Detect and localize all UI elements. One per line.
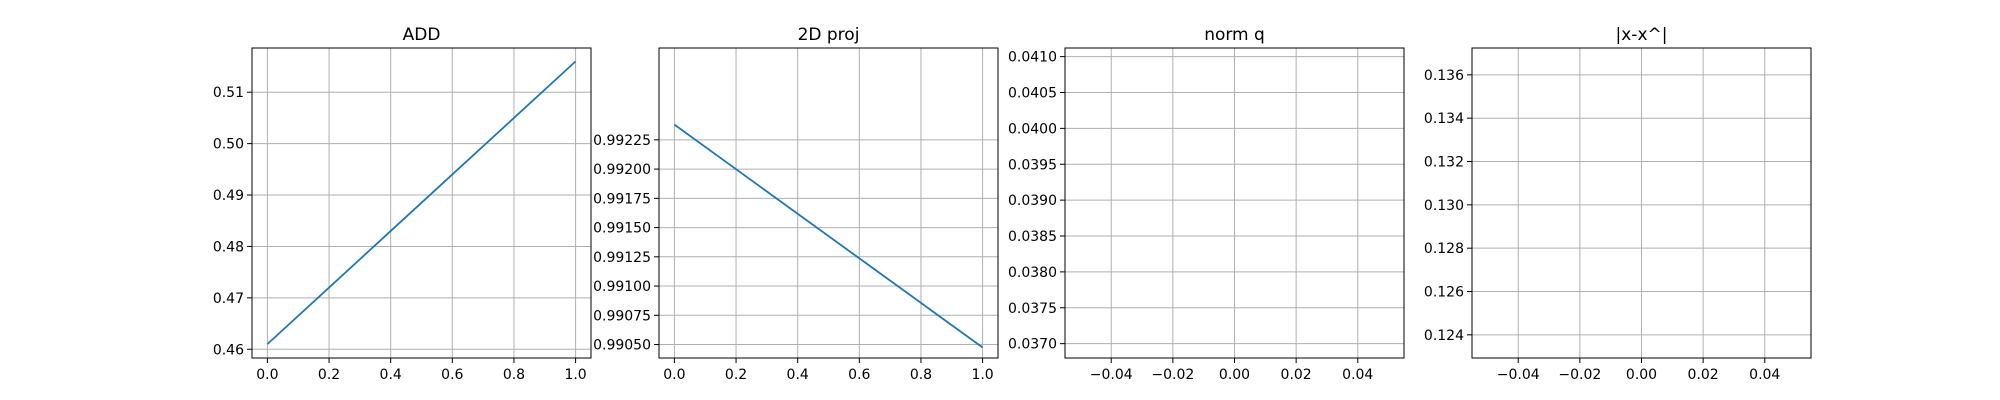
subplot-2-ytick-label: 0.99100 [593, 279, 651, 295]
subplot-1-frame [251, 47, 592, 359]
subplot-1-series-line [266, 60, 577, 345]
subplot-3-ytick-label: 0.0400 [1008, 121, 1057, 137]
subplot-2-xtick-label: 0.6 [848, 367, 870, 383]
subplot-3-frame [1064, 47, 1405, 359]
subplot-2-xtick-label: 0.4 [787, 367, 809, 383]
subplot-2-xtick-label: 0.2 [725, 367, 747, 383]
subplot-1-xtick-label: 1.0 [564, 367, 586, 383]
subplot-3-ytick-label: 0.0405 [1008, 85, 1057, 101]
subplot-3-ytick-label: 0.0385 [1008, 229, 1057, 245]
subplot-4-xtick-label: 0.02 [1688, 367, 1719, 383]
subplot-4-ytick-label: 0.132 [1424, 155, 1464, 171]
subplot-3-ytick-label: 0.0370 [1008, 337, 1057, 353]
subplot-1-xtick-label: 0.6 [441, 367, 463, 383]
subplot-3-ytick-label: 0.0410 [1008, 50, 1057, 66]
subplot-4-ytick-label: 0.128 [1424, 241, 1464, 257]
subplot-4-xtick-label: −0.04 [1497, 367, 1540, 383]
subplot-2-title: 2D proj [798, 25, 860, 45]
subplot-2: 2D proj 0.0 0.2 0.4 0.6 0.8 1.0 0.99050 0.99075 0… [593, 25, 999, 383]
subplot-1-xtick-label: 0.8 [503, 367, 525, 383]
subplot-3-xtick-label: 0.00 [1219, 367, 1250, 383]
subplot-1-ytick-label: 0.48 [213, 239, 244, 255]
subplot-4-xtick-label: 0.00 [1626, 367, 1657, 383]
subplot-4-xtick-label: −0.02 [1558, 367, 1601, 383]
subplot-3-ytick-label: 0.0380 [1008, 265, 1057, 281]
subplot-1-ytick-label: 0.49 [213, 188, 244, 204]
subplot-4-ytick-label: 0.134 [1424, 111, 1464, 127]
subplot-1-ytick-label: 0.50 [213, 137, 244, 153]
subplot-1-title: ADD [403, 25, 441, 45]
subplot-4-ytick-label: 0.136 [1424, 68, 1464, 84]
subplot-1: ADD 0.0 0.2 0.4 0.6 0.8 1.0 0.46 0.47 0.48 0.49 0.5… [213, 25, 592, 383]
subplot-3-ytick-label: 0.0395 [1008, 157, 1057, 173]
subplot-1-xtick-label: 0.4 [380, 367, 402, 383]
subplot-3-ytick-label: 0.0390 [1008, 193, 1057, 209]
subplot-4-ytick-label: 0.124 [1424, 328, 1464, 344]
subplot-4-ytick-label: 0.126 [1424, 284, 1464, 300]
subplot-2-ytick-label: 0.99075 [593, 308, 651, 324]
subplot-1-ytick-label: 0.47 [213, 291, 244, 307]
subplot-1-ytick-label: 0.46 [213, 342, 244, 358]
subplot-2-ytick-label: 0.99225 [593, 133, 651, 149]
subplot-2-series-line [673, 123, 984, 349]
subplot-2-ytick-label: 0.99175 [593, 191, 651, 207]
subplot-3-xtick-label: 0.04 [1342, 367, 1373, 383]
subplot-4-title: |x-x^| [1616, 25, 1668, 45]
subplot-4-xtick-label: 0.04 [1749, 367, 1780, 383]
subplot-2-ytick-label: 0.99200 [593, 162, 651, 178]
subplot-4: |x-x^| −0.04 −0.02 0.00 0.02 0.04 0.124 0.126 0.… [1424, 25, 1812, 383]
subplot-2-xtick-label: 0.0 [663, 367, 685, 383]
subplot-2-ytick-label: 0.99050 [593, 338, 651, 354]
subplot-2-frame [658, 47, 999, 359]
subplot-1-ytick-label: 0.51 [213, 85, 244, 101]
subplot-2-xtick-label: 0.8 [910, 367, 932, 383]
subplot-3-title: norm q [1204, 25, 1265, 45]
subplot-3: norm q −0.04 −0.02 0.00 0.02 0.04 0.0370 0.0375… [1008, 25, 1405, 383]
subplot-2-xtick-label: 1.0 [971, 367, 993, 383]
subplot-2-ytick-label: 0.99150 [593, 221, 651, 237]
subplot-4-ytick-label: 0.130 [1424, 198, 1464, 214]
subplot-3-xtick-label: −0.04 [1090, 367, 1133, 383]
subplot-1-xtick-label: 0.0 [256, 367, 278, 383]
subplot-4-frame [1471, 47, 1812, 359]
subplot-3-xtick-label: −0.02 [1151, 367, 1194, 383]
subplot-3-xtick-label: 0.02 [1281, 367, 1312, 383]
subplot-1-xtick-label: 0.2 [318, 367, 340, 383]
subplot-3-ytick-label: 0.0375 [1008, 301, 1057, 317]
subplot-2-ytick-label: 0.99125 [593, 250, 651, 266]
